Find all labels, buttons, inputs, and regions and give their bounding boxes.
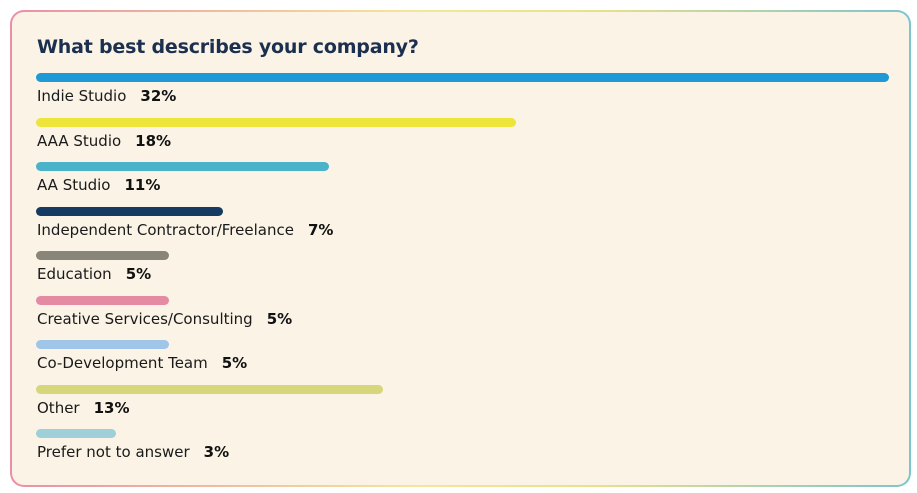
- bar-row: Indie Studio 32%: [36, 73, 890, 118]
- bar: [36, 73, 889, 82]
- value-label: 5%: [221, 354, 248, 372]
- bar: [36, 251, 170, 260]
- bar-row: Other 13%: [36, 384, 890, 430]
- bar-label-line: AA Studio 11%: [37, 176, 160, 194]
- bar-row: Prefer not to answer 3%: [36, 429, 890, 474]
- card-border: What best describes your company? Indie …: [10, 10, 911, 487]
- bar-label-line: Indie Studio 32%: [37, 87, 176, 105]
- bar: [36, 295, 170, 305]
- category-label: Education: [37, 265, 112, 283]
- bar-row: Co-Development Team 5%: [36, 340, 890, 385]
- bar: [36, 384, 383, 394]
- bar-row: Independent Contractor/Freelance 7%: [36, 206, 890, 252]
- bar-label-line: Prefer not to answer 3%: [37, 443, 229, 461]
- value-label: 5%: [266, 309, 293, 328]
- bar-row: Education 5%: [36, 251, 890, 296]
- value-label: 7%: [307, 220, 334, 239]
- bar: [36, 429, 116, 438]
- category-label: AA Studio: [37, 176, 111, 194]
- bar-row: Creative Services/Consulting 5%: [36, 295, 890, 341]
- value-label: 11%: [124, 176, 161, 194]
- bar: [36, 117, 516, 127]
- value-label: 13%: [93, 398, 130, 417]
- value-label: 5%: [125, 265, 152, 283]
- bar-row: AAA Studio 18%: [36, 117, 890, 163]
- bar-label-line: Creative Services/Consulting 5%: [37, 310, 292, 328]
- value-label: 3%: [203, 443, 230, 461]
- bar-list: Indie Studio 32% AAA Studio 18% AA Studio 11%…: [36, 73, 890, 474]
- bar-label-line: Education 5%: [37, 265, 151, 283]
- chart-title: What best describes your company?: [37, 36, 419, 58]
- category-label: AAA Studio: [37, 131, 122, 150]
- bar: [36, 340, 170, 349]
- bar: [36, 206, 223, 216]
- chart-card: What best describes your company? Indie …: [12, 12, 909, 485]
- bar-label-line: Other 13%: [37, 399, 130, 417]
- value-label: 18%: [135, 131, 172, 150]
- bar-label-line: Co-Development Team 5%: [37, 354, 247, 372]
- category-label: Co-Development Team: [37, 354, 208, 372]
- value-label: 32%: [140, 87, 177, 105]
- category-label: Indie Studio: [37, 87, 127, 105]
- category-label: Creative Services/Consulting: [37, 309, 253, 328]
- bar-label-line: AAA Studio 18%: [37, 132, 171, 150]
- category-label: Prefer not to answer: [37, 443, 190, 461]
- bar-label-line: Independent Contractor/Freelance 7%: [37, 221, 333, 239]
- bar-row: AA Studio 11%: [36, 162, 890, 207]
- bar: [36, 162, 330, 171]
- category-label: Independent Contractor/Freelance: [37, 220, 294, 239]
- category-label: Other: [37, 398, 80, 417]
